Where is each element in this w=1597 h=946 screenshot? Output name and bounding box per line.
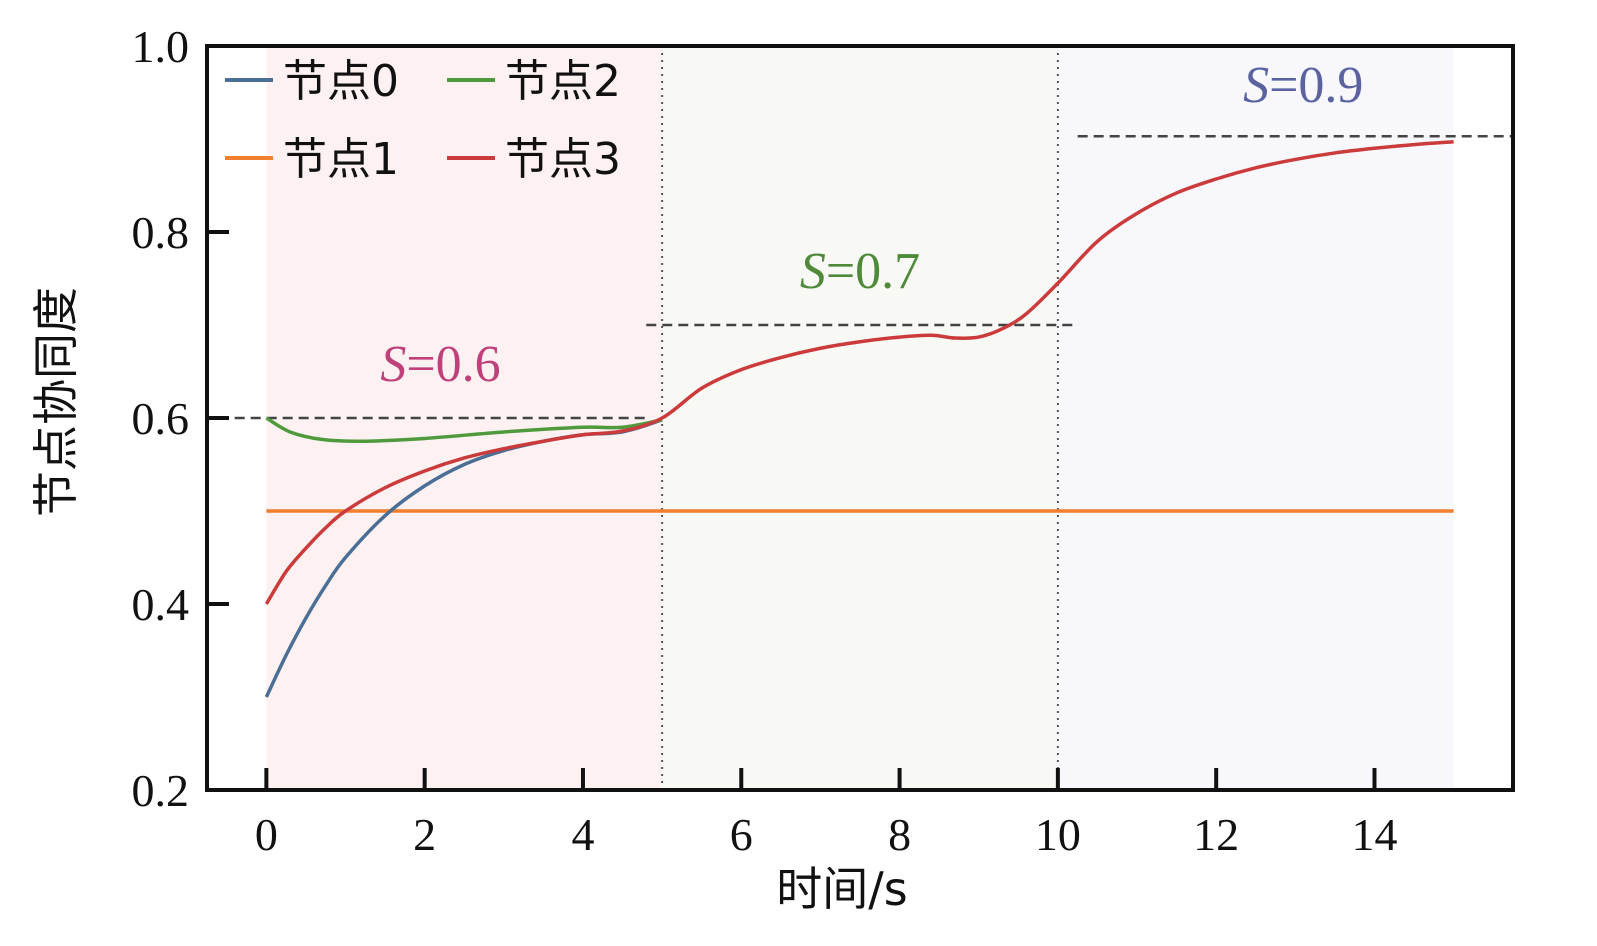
legend-label-1: 节点1 xyxy=(283,134,399,185)
y-tick-label-0: 0.2 xyxy=(132,765,190,816)
phase-annotations: S=0.6S=0.7S=0.9 xyxy=(380,57,1363,393)
phase-label-value-0: =0.6 xyxy=(406,336,500,393)
phase-label-value-2: =0.9 xyxy=(1269,57,1363,114)
y-tick-label-4: 1.0 xyxy=(132,21,190,72)
phase-bg-1 xyxy=(662,46,1058,790)
y-tick-label-1: 0.4 xyxy=(132,579,190,630)
x-tick-label-3: 6 xyxy=(730,809,753,860)
legend: 节点0 节点1 节点2 节点3 xyxy=(225,56,621,185)
phase-bg-2 xyxy=(1057,46,1454,790)
x-tick-label-7: 14 xyxy=(1351,809,1397,860)
x-tick-label-0: 0 xyxy=(255,809,278,860)
x-axis-title: 时间/s xyxy=(776,862,907,916)
y-axis-title: 节点协同度 xyxy=(29,287,83,517)
x-tick-label-4: 8 xyxy=(888,809,911,860)
y-tick-label-3: 0.8 xyxy=(132,207,190,258)
phase-label-var-1: S xyxy=(800,243,826,300)
legend-label-2: 节点2 xyxy=(505,56,621,107)
phase-label-var-0: S xyxy=(380,336,406,393)
phase-backgrounds xyxy=(266,46,1454,790)
x-tick-label-1: 2 xyxy=(413,809,436,860)
x-tick-label-5: 10 xyxy=(1035,809,1081,860)
series-line-3 xyxy=(264,140,1454,605)
phase-label-2: S=0.9 xyxy=(1243,57,1363,114)
series-line-2 xyxy=(265,416,663,444)
series-lines xyxy=(264,140,1454,698)
phase-label-value-1: =0.7 xyxy=(826,243,920,300)
x-tick-label-6: 12 xyxy=(1193,809,1239,860)
y-tick-label-2: 0.6 xyxy=(132,393,190,444)
phase-label-var-2: S xyxy=(1243,57,1269,114)
legend-label-0: 节点0 xyxy=(283,56,399,107)
axes: 0 2 4 6 8 10 12 14 0.2 0.4 0.6 0.8 1.0 xyxy=(132,21,1515,860)
phase-label-1: S=0.7 xyxy=(800,243,920,300)
phase-label-0: S=0.6 xyxy=(380,336,500,393)
x-tick-label-2: 4 xyxy=(571,809,594,860)
legend-label-3: 节点3 xyxy=(505,134,621,185)
